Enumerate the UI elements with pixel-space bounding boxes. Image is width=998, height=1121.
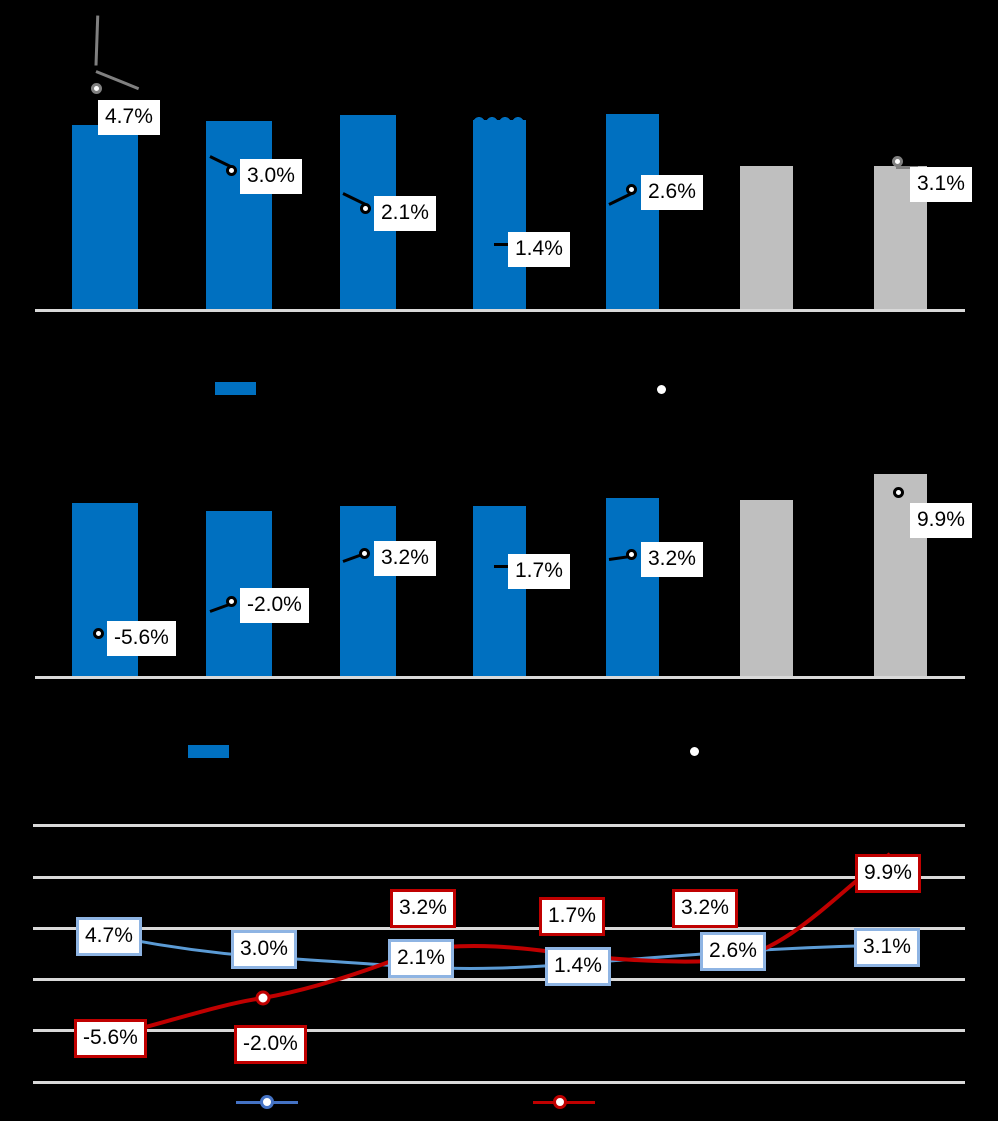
mid-bar-6 xyxy=(740,500,793,678)
blue-label-2: 3.0% xyxy=(231,930,297,969)
line-series-svg xyxy=(105,852,892,1039)
leader-1b xyxy=(94,15,100,66)
red-label-5: 3.2% xyxy=(672,889,738,928)
bar-6 xyxy=(740,166,793,311)
marker-3 xyxy=(360,203,371,214)
red-label-4: 1.7% xyxy=(539,897,605,936)
marker-2 xyxy=(226,165,237,176)
mid-leader-4 xyxy=(494,565,512,568)
gridline-5 xyxy=(33,1029,965,1032)
mid-bar-5 xyxy=(606,498,659,678)
marker-1 xyxy=(91,83,102,94)
bar-4 xyxy=(473,120,526,311)
blue-label-3: 2.1% xyxy=(388,939,454,978)
mid-marker-3 xyxy=(359,548,370,559)
mid-marker-1 xyxy=(93,628,104,639)
red-label-7: 9.9% xyxy=(855,854,921,893)
legend-swatch-bar[interactable] xyxy=(215,382,256,395)
legend-marker-blue[interactable] xyxy=(260,1095,274,1109)
red-label-2: -2.0% xyxy=(234,1025,307,1064)
gridline-4 xyxy=(33,978,965,981)
blue-label-1: 4.7% xyxy=(76,917,142,956)
leader-4 xyxy=(494,243,512,246)
mid-data-label-5: 3.2% xyxy=(641,542,703,577)
mid-legend-swatch-bar[interactable] xyxy=(188,745,229,758)
marker-5 xyxy=(626,184,637,195)
red-label-1: -5.6% xyxy=(74,1019,147,1058)
data-label-2: 3.0% xyxy=(240,159,302,194)
middle-bar-chart: -5.6% -2.0% 3.2% 1.7% 3.2% 9.9% xyxy=(0,340,998,758)
mid-bar-4 xyxy=(473,506,526,678)
bar-5 xyxy=(606,114,659,311)
bar-1 xyxy=(72,125,138,311)
blue-label-7: 3.1% xyxy=(854,928,920,967)
red-line-path xyxy=(105,852,892,1039)
category-axis xyxy=(35,309,965,312)
bar-2 xyxy=(206,121,272,311)
mid-marker-5 xyxy=(626,549,637,560)
leader-1 xyxy=(95,70,140,91)
data-label-7: 3.1% xyxy=(910,167,972,202)
gridline-3 xyxy=(33,927,965,930)
mid-data-label-3: 3.2% xyxy=(374,541,436,576)
mid-bar-3 xyxy=(340,506,396,678)
red-marker-2 xyxy=(255,990,271,1006)
data-label-3: 2.1% xyxy=(374,196,436,231)
data-label-4: 1.4% xyxy=(508,232,570,267)
gridline-2 xyxy=(33,876,965,879)
blue-label-4: 1.4% xyxy=(545,947,611,986)
bottom-line-chart: 4.7% 3.0% 2.1% 1.4% 2.6% 3.1% -5.6% -2.0… xyxy=(0,750,998,1121)
mid-marker-2 xyxy=(226,596,237,607)
top-bar-chart: 4.7% 3.0% 2.1% 1.4% 2.6% 3.1% xyxy=(0,0,998,395)
legend-marker-red[interactable] xyxy=(553,1095,567,1109)
blue-line-path xyxy=(105,933,891,970)
mid-data-label-7: 9.9% xyxy=(910,503,972,538)
data-label-5: 2.6% xyxy=(641,175,703,210)
marker-7 xyxy=(892,156,903,167)
mid-data-label-1: -5.6% xyxy=(107,621,176,656)
gridline-6 xyxy=(33,1081,965,1084)
blue-label-5: 2.6% xyxy=(700,932,766,971)
mid-data-label-4: 1.7% xyxy=(508,554,570,589)
red-label-3: 3.2% xyxy=(390,889,456,928)
leader-7 xyxy=(896,166,918,169)
mid-data-label-2: -2.0% xyxy=(240,588,309,623)
legend-dot-marker[interactable] xyxy=(657,385,666,394)
gridline-1 xyxy=(33,824,965,827)
mid-category-axis xyxy=(35,676,965,679)
mid-legend-dot-marker[interactable] xyxy=(690,747,699,756)
mid-marker-7 xyxy=(893,487,904,498)
data-label-1: 4.7% xyxy=(98,100,160,135)
